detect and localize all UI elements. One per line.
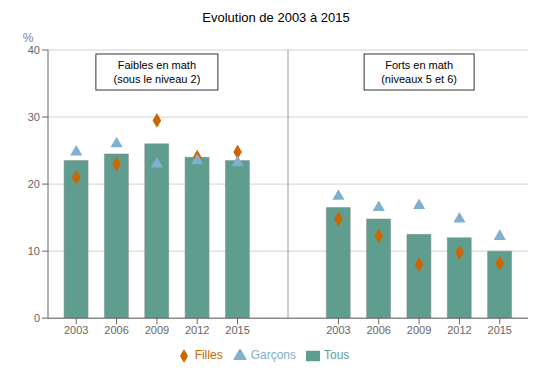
svg-text:Faibles en math: Faibles en math bbox=[118, 59, 196, 71]
svg-text:30: 30 bbox=[28, 111, 40, 123]
svg-text:40: 40 bbox=[28, 44, 40, 56]
svg-text:10: 10 bbox=[28, 245, 40, 257]
svg-text:(niveaux 5 et 6): (niveaux 5 et 6) bbox=[381, 73, 457, 85]
svg-text:Forts en math: Forts en math bbox=[385, 59, 453, 71]
svg-text:0: 0 bbox=[34, 312, 40, 324]
svg-text:2003: 2003 bbox=[64, 324, 88, 336]
html-text:Evolution de 2003 à 2015: Evolution de 2003 à 2015 bbox=[202, 10, 350, 25]
svg-text:2015: 2015 bbox=[225, 324, 249, 336]
svg-text:20: 20 bbox=[28, 178, 40, 190]
svg-text:%: % bbox=[23, 31, 34, 45]
svg-text:2009: 2009 bbox=[145, 324, 169, 336]
html-text:Garçons: Garçons bbox=[250, 348, 296, 363]
svg-text:2012: 2012 bbox=[447, 324, 471, 336]
svg-text:2006: 2006 bbox=[367, 324, 391, 336]
svg-text:(sous le niveau 2): (sous le niveau 2) bbox=[113, 73, 200, 85]
svg-text:2003: 2003 bbox=[326, 324, 350, 336]
html-text:Filles: Filles bbox=[194, 348, 223, 363]
svg-text:2012: 2012 bbox=[185, 324, 209, 336]
svg-text:2006: 2006 bbox=[104, 324, 128, 336]
svg-text:2009: 2009 bbox=[407, 324, 431, 336]
svg-text:2015: 2015 bbox=[488, 324, 512, 336]
html-text:Tous: Tous bbox=[324, 348, 350, 363]
